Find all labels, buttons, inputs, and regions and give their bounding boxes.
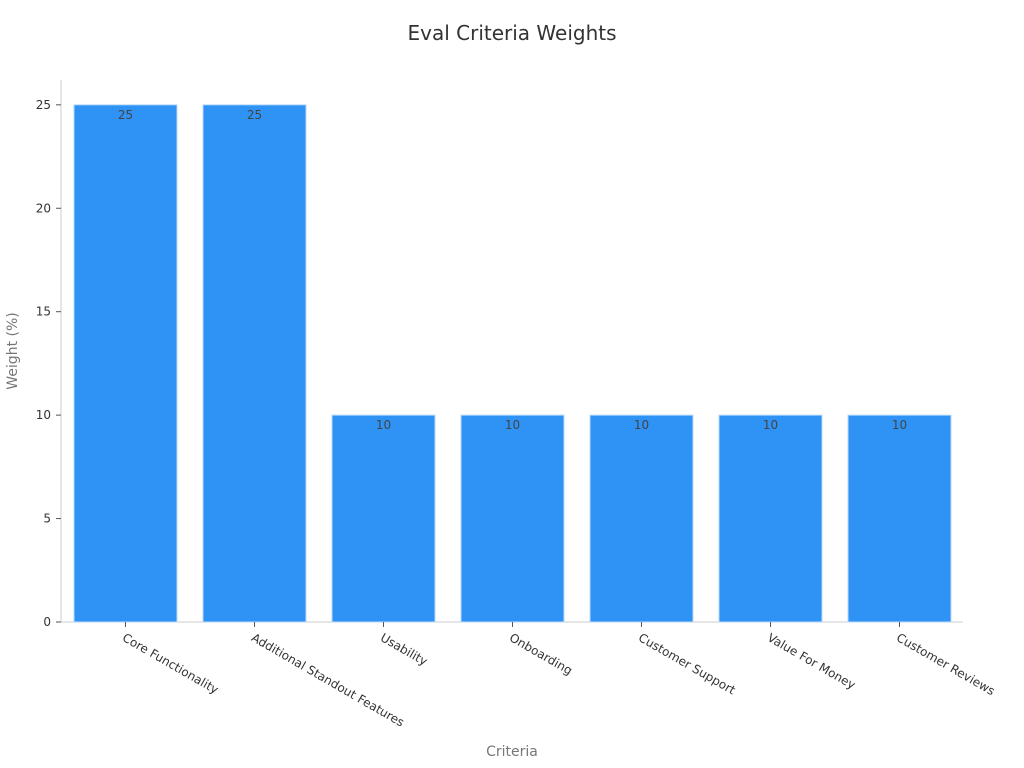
x-tick-label: Value For Money — [765, 630, 858, 692]
bar-value-label: 10 — [376, 418, 391, 432]
bar — [460, 414, 565, 623]
y-tick-labels: 0 5 10 15 20 25 — [36, 98, 61, 629]
bar — [73, 104, 178, 623]
bar — [331, 414, 436, 623]
bar — [589, 414, 694, 623]
data-labels: 25 25 10 10 10 10 10 — [118, 108, 907, 432]
y-tick-label: 20 — [36, 201, 51, 215]
chart-title: Eval Criteria Weights — [407, 21, 616, 45]
y-tick-label: 0 — [43, 615, 51, 629]
y-tick-label: 5 — [43, 512, 51, 526]
bar — [847, 414, 952, 623]
x-tick-labels: Core Functionality Additional Standout Fe… — [120, 622, 997, 730]
x-tick-label: Customer Reviews — [894, 630, 997, 698]
bar-value-label: 10 — [505, 418, 520, 432]
bars — [73, 104, 952, 623]
y-axis-title: Weight (%) — [5, 312, 21, 389]
y-tick-label: 15 — [36, 305, 51, 319]
bar-value-label: 25 — [247, 108, 262, 122]
bar-value-label: 10 — [634, 418, 649, 432]
y-tick-label: 25 — [36, 98, 51, 112]
y-tick-label: 10 — [36, 408, 51, 422]
bar — [718, 414, 823, 623]
bar-value-label: 10 — [763, 418, 778, 432]
x-axis-title: Criteria — [486, 744, 538, 760]
x-tick-label: Core Functionality — [120, 630, 221, 696]
bar-value-label: 10 — [892, 418, 907, 432]
x-tick-label: Customer Support — [636, 630, 738, 697]
bar — [202, 104, 307, 623]
bar-value-label: 25 — [118, 108, 133, 122]
x-tick-label: Onboarding — [507, 630, 575, 677]
x-tick-label: Usability — [378, 630, 430, 668]
